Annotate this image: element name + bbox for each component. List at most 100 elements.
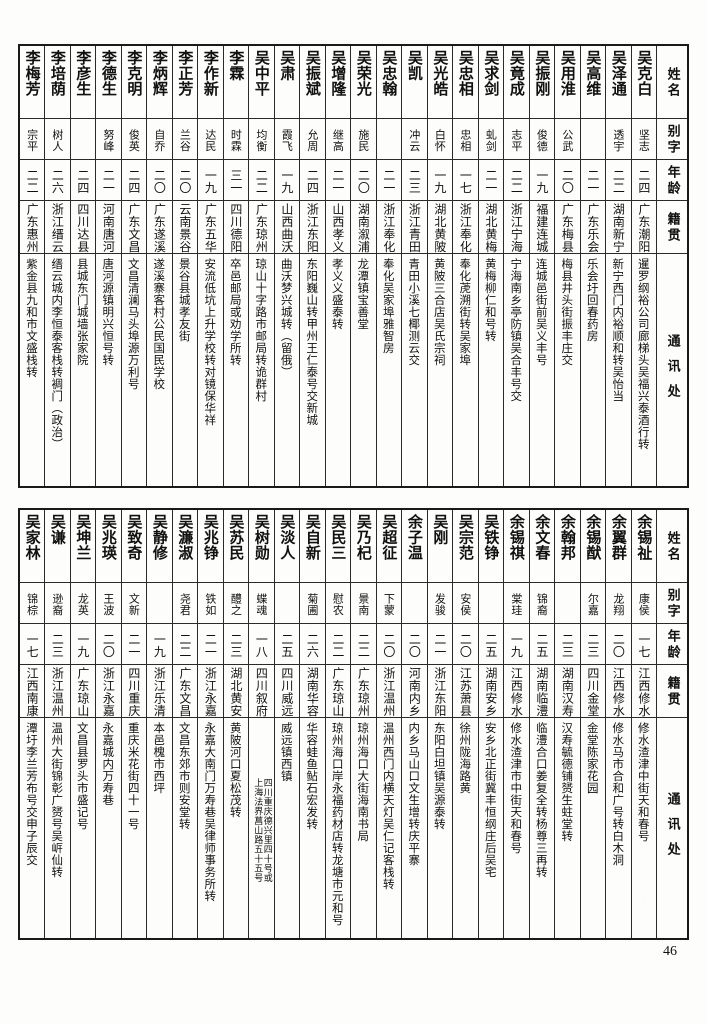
- cell-age: 二〇: [95, 623, 122, 665]
- value-alias: 均衡: [254, 128, 268, 152]
- value-address: 暹罗纲裕公司廊梯头吴福兴泰酒行转: [636, 258, 651, 450]
- value-address: 内乡马山口文生增转庆平寨: [407, 722, 422, 866]
- value-address: 卒邑邮局或劝学所转: [228, 258, 243, 366]
- cell-name: 吴中平: [248, 44, 275, 119]
- cell-alias: 冲云: [401, 118, 428, 160]
- roster-row-alias: 锦棕 逊裔 龙英 王波 文新 尧君 铁如 醴之 蝶魂 菊圃 慰农 景南 下蒙 发骏 安侯 棠珪 锦裔 尔嘉 龙翔 康侯…: [18, 582, 689, 624]
- cell-name: 吴静修: [146, 508, 173, 583]
- cell-alias: [146, 582, 173, 624]
- cell-address: 唐河源镇明兴恒号转: [95, 253, 122, 488]
- cell-name: 吴振斌: [299, 44, 326, 119]
- cell-origin: 浙江青田: [401, 200, 428, 254]
- cell-alias: [477, 582, 504, 624]
- cell-origin: 湖南华容: [299, 664, 326, 718]
- cell-alias: 锦棕: [18, 582, 45, 624]
- row-label-age: 年龄: [656, 623, 689, 665]
- cell-alias: 白怀: [426, 118, 453, 160]
- value-alias: 文新: [127, 592, 141, 616]
- cell-age: 二三: [44, 623, 71, 665]
- value-alias: 锦裔: [535, 592, 549, 616]
- value-address: 文昌东郊市则安堂转: [177, 722, 192, 830]
- cell-name: 李培荫: [44, 44, 71, 119]
- value-alias: 达民: [203, 128, 217, 152]
- cell-age: 一八: [248, 623, 275, 665]
- cell-origin: 山西曲沃: [273, 200, 300, 254]
- cell-origin: 浙江东阳: [426, 664, 453, 718]
- row-label-alias: 别字: [656, 118, 689, 160]
- value-address: 文昌县罗头市盛记号: [75, 722, 90, 830]
- value-age: 二二: [611, 168, 626, 194]
- cell-origin: 广东文昌: [120, 200, 147, 254]
- value-alias: 龙翔: [611, 592, 625, 616]
- value-age: 二二: [509, 168, 524, 194]
- value-address: 唐河源镇明兴恒号转: [101, 258, 116, 366]
- cell-origin: 河南唐河: [95, 200, 122, 254]
- value-origin: 湖北黄陂: [432, 203, 447, 253]
- value-origin: 四川金堂: [585, 667, 600, 717]
- cell-address: 安流低坑上升学校转对镜保华祥: [197, 253, 224, 488]
- cell-alias: 忠相: [452, 118, 479, 160]
- cell-name: 吴忠相: [452, 44, 479, 119]
- value-age: 一八: [254, 632, 269, 658]
- cell-origin: 浙江宁海: [503, 200, 530, 254]
- value-alias: 菊圃: [305, 592, 319, 616]
- cell-name: 余锡祺: [503, 508, 530, 583]
- value-address: 琼州海口大街海南书局: [356, 722, 371, 842]
- cell-age: 二二: [605, 159, 632, 201]
- value-name: 李彦生: [74, 50, 93, 97]
- value-age: 二一: [585, 168, 600, 194]
- row-label-name: 姓名: [656, 44, 689, 119]
- cell-name: 吴忠翰: [375, 44, 402, 119]
- roster-table: 吴家林 吴谦 吴坤兰 吴兆瑛 吴致奇 吴静修 吴濂淑 吴兆铮 吴苏民 吴树勋 吴淡人 吴自新 吴民三 吴乃…: [18, 508, 689, 940]
- value-age: 二五: [534, 632, 549, 658]
- cell-address: 文昌东郊市则安堂转: [171, 717, 198, 940]
- value-alias: 冲云: [407, 128, 421, 152]
- cell-alias: 继高: [324, 118, 351, 160]
- value-origin: 湖南溆浦: [356, 203, 371, 253]
- cell-origin: 浙江奉化: [452, 200, 479, 254]
- value-address: 黄梅柳仁和号转: [483, 258, 498, 342]
- cell-age: 一九: [197, 159, 224, 201]
- cell-address: 重庆米花街四十一号: [120, 717, 147, 940]
- value-age: 二五: [279, 632, 294, 658]
- value-origin: 四川叙府: [254, 667, 269, 717]
- value-alias: 坚志: [637, 128, 651, 152]
- value-age: 二六: [305, 632, 320, 658]
- value-name: 吴中平: [252, 50, 271, 97]
- cell-alias: 透宇: [605, 118, 632, 160]
- cell-origin: 浙江温州: [44, 664, 71, 718]
- value-origin: 福建连城: [534, 203, 549, 253]
- value-age: 一九: [279, 168, 294, 194]
- value-age: 二三: [585, 632, 600, 658]
- cell-origin: 四川德阳: [222, 200, 249, 254]
- value-origin: 广东遂溪: [152, 203, 167, 253]
- value-name: 吴兆铮: [201, 514, 220, 561]
- value-alias: 蝶魂: [254, 592, 268, 616]
- value-age: 二〇: [152, 168, 167, 194]
- cell-address: 东阳白坦镇吴源泰转: [426, 717, 453, 940]
- cell-address: 徐州陇海路黄: [452, 717, 479, 940]
- value-name: 李克明: [125, 50, 144, 97]
- cell-age: 二一: [579, 159, 606, 201]
- value-age: 二三: [50, 632, 65, 658]
- value-age: 二四: [305, 168, 320, 194]
- value-name: 吴竟成: [507, 50, 526, 97]
- cell-origin: 江西南康: [18, 664, 45, 718]
- value-origin: 山西孝义: [330, 203, 345, 253]
- cell-age: 一九: [503, 623, 530, 665]
- cell-address: 永嘉大南门万寿巷吴律师事务所转: [197, 717, 224, 940]
- cell-origin: 湖南新宁: [605, 200, 632, 254]
- cell-name: 余锡祉: [630, 508, 657, 583]
- cell-alias: 醴之: [222, 582, 249, 624]
- cell-alias: 锦裔: [528, 582, 555, 624]
- value-age: 二〇: [611, 632, 626, 658]
- cell-origin: 湖南临澧: [528, 664, 555, 718]
- cell-name: 李炳辉: [146, 44, 173, 119]
- cell-alias: 宗平: [18, 118, 45, 160]
- value-address: 温州西门内横天灯吴仁记客栈转: [381, 722, 396, 890]
- value-address: 梅县井头街振丰庄交: [560, 258, 575, 366]
- cell-age: 二三: [579, 623, 606, 665]
- cell-age: 二一: [95, 159, 122, 201]
- cell-origin: 湖南安乡: [477, 664, 504, 718]
- cell-alias: 公武: [554, 118, 581, 160]
